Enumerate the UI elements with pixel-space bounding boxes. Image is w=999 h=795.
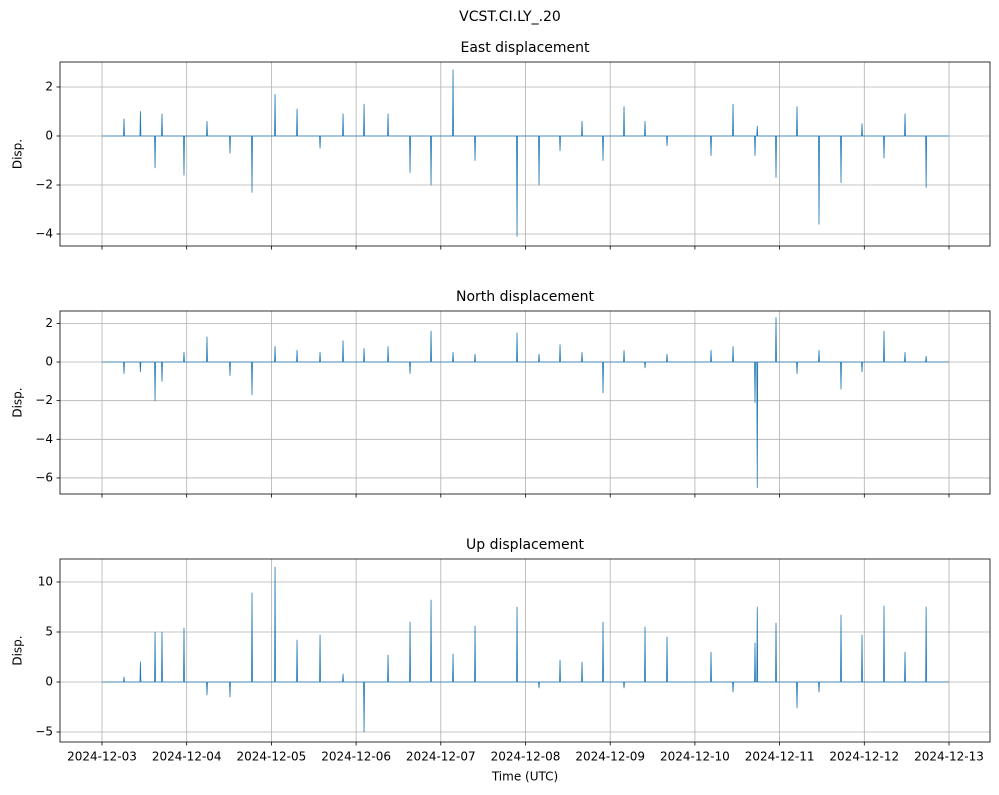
subplot-title: Up displacement — [466, 537, 584, 553]
x-tick-label: 2024-12-08 — [491, 750, 561, 764]
axes-frame — [59, 558, 991, 743]
subplot: East displacement Disp. −4 −2 0 2 — [11, 40, 991, 250]
y-tick-label: −5 — [35, 725, 53, 739]
x-tick-label: 2024-12-04 — [152, 750, 222, 764]
x-tick-label: 2024-12-11 — [745, 750, 815, 764]
figure-title: VCST.CI.LY_.20 — [459, 9, 561, 25]
y-tick-label: −2 — [35, 177, 53, 191]
x-tick-label: 2024-12-05 — [237, 750, 307, 764]
y-tick-label: 2 — [45, 316, 53, 330]
x-tick-label: 2024-12-13 — [914, 750, 984, 764]
y-tick-label: 0 — [45, 355, 53, 369]
y-tick-label: −4 — [35, 432, 53, 446]
x-axis-label: Time (UTC) — [491, 770, 558, 784]
data-line — [102, 69, 949, 237]
data-line — [102, 317, 949, 489]
y-axis-label: Disp. — [11, 139, 25, 169]
y-axis-label: Disp. — [11, 635, 25, 665]
axes-frame — [59, 310, 991, 495]
x-tick-label: 2024-12-03 — [67, 750, 137, 764]
y-tick-label: 0 — [45, 128, 53, 142]
y-tick-label: 5 — [45, 625, 53, 639]
y-axis-label: Disp. — [11, 387, 25, 417]
axes-frame — [59, 61, 991, 247]
x-tick-label: 2024-12-07 — [406, 750, 476, 764]
x-tick-label: 2024-12-12 — [829, 750, 899, 764]
y-tick-label: 10 — [38, 575, 53, 589]
x-tick-label: 2024-12-09 — [575, 750, 645, 764]
subplot: Up displacement Disp. Time (UTC) −5 0 5 10 2024… — [11, 537, 991, 784]
y-tick-label: −6 — [35, 470, 53, 484]
subplot-title: East displacement — [460, 40, 590, 56]
x-tick-label: 2024-12-06 — [321, 750, 391, 764]
y-tick-label: 2 — [45, 79, 53, 93]
y-tick-label: −2 — [35, 393, 53, 407]
x-tick-label: 2024-12-10 — [660, 750, 730, 764]
data-line — [102, 566, 949, 733]
y-tick-label: 0 — [45, 675, 53, 689]
y-tick-label: −4 — [35, 226, 53, 240]
subplot: North displacement Disp. −6 −4 −2 0 2 — [11, 289, 991, 498]
subplot-title: North displacement — [456, 289, 594, 305]
